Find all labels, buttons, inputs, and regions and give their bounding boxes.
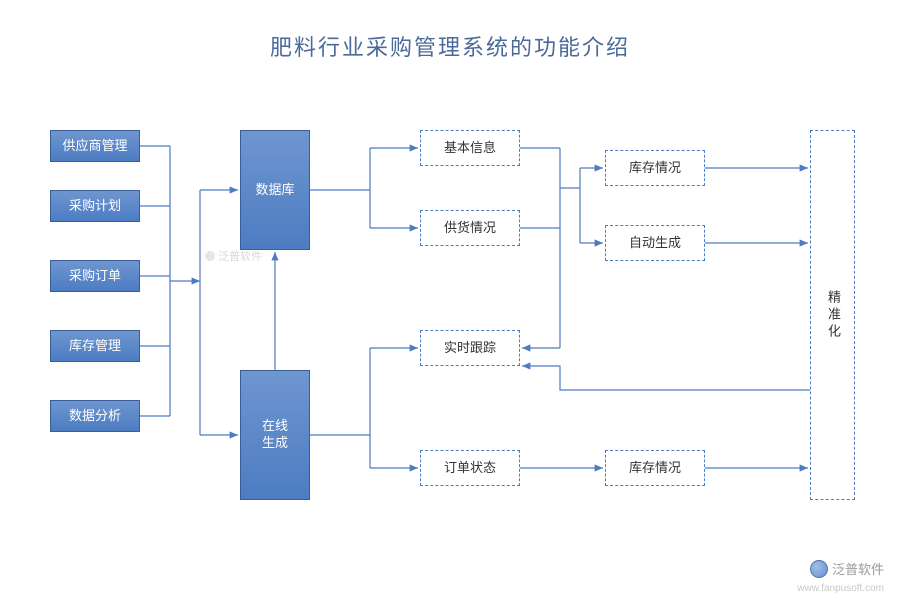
node-purchase-order: 采购订单 [50, 260, 140, 292]
node-auto-gen: 自动生成 [605, 225, 705, 261]
node-supplier-mgmt: 供应商管理 [50, 130, 140, 162]
node-refine: 精准化 [810, 130, 855, 500]
logo-icon [810, 560, 828, 578]
node-basic-info: 基本信息 [420, 130, 520, 166]
node-refine-label: 精准化 [824, 290, 841, 341]
diagram-title: 肥料行业采购管理系统的功能介绍 [0, 30, 900, 62]
node-online-gen: 在线 生成 [240, 370, 310, 500]
node-database: 数据库 [240, 130, 310, 250]
center-watermark-text: 泛普软件 [218, 248, 262, 264]
logo-text: 泛普软件 [832, 559, 884, 578]
watermark-dot-icon [205, 251, 215, 261]
node-supply-status: 供货情况 [420, 210, 520, 246]
node-inventory-mgmt: 库存管理 [50, 330, 140, 362]
node-stock-2: 库存情况 [605, 450, 705, 486]
center-watermark: 泛普软件 [205, 248, 262, 264]
node-stock-1: 库存情况 [605, 150, 705, 186]
node-realtime-track: 实时跟踪 [420, 330, 520, 366]
node-order-status: 订单状态 [420, 450, 520, 486]
watermark-url: www.fanpusoft.com [797, 583, 884, 594]
node-purchase-plan: 采购计划 [50, 190, 140, 222]
node-data-analysis: 数据分析 [50, 400, 140, 432]
connector-layer [0, 0, 900, 600]
watermark-logo: 泛普软件 [810, 559, 884, 578]
